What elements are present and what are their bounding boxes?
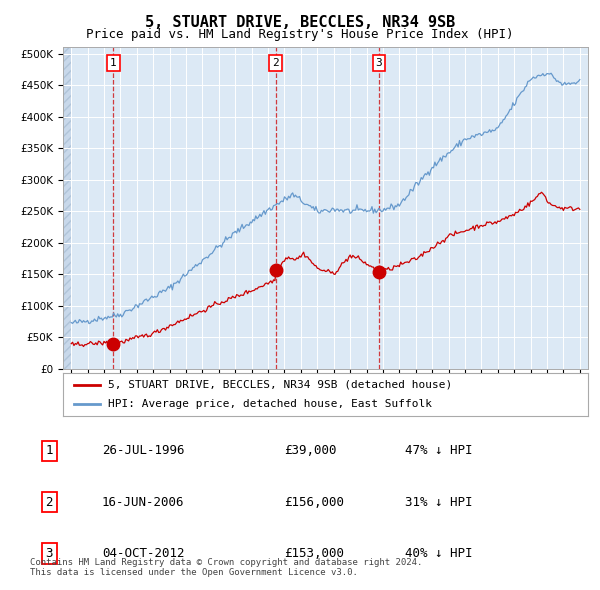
Text: 3: 3 [376, 58, 382, 68]
Text: 5, STUART DRIVE, BECCLES, NR34 9SB: 5, STUART DRIVE, BECCLES, NR34 9SB [145, 15, 455, 30]
Text: 2: 2 [46, 496, 53, 509]
Text: HPI: Average price, detached house, East Suffolk: HPI: Average price, detached house, East… [107, 399, 431, 409]
Bar [63, 47, 71, 369]
Text: 26-JUL-1996: 26-JUL-1996 [102, 444, 184, 457]
Text: 16-JUN-2006: 16-JUN-2006 [102, 496, 184, 509]
Text: £153,000: £153,000 [284, 547, 344, 560]
Text: Price paid vs. HM Land Registry's House Price Index (HPI): Price paid vs. HM Land Registry's House … [86, 28, 514, 41]
Text: 04-OCT-2012: 04-OCT-2012 [102, 547, 184, 560]
Text: Contains HM Land Registry data © Crown copyright and database right 2024.
This d: Contains HM Land Registry data © Crown c… [30, 558, 422, 577]
Text: 1: 1 [110, 58, 117, 68]
Text: 47% ↓ HPI: 47% ↓ HPI [406, 444, 473, 457]
Text: 2: 2 [272, 58, 279, 68]
Text: 40% ↓ HPI: 40% ↓ HPI [406, 547, 473, 560]
Text: £39,000: £39,000 [284, 444, 337, 457]
Text: £156,000: £156,000 [284, 496, 344, 509]
Text: 5, STUART DRIVE, BECCLES, NR34 9SB (detached house): 5, STUART DRIVE, BECCLES, NR34 9SB (deta… [107, 380, 452, 390]
Text: 3: 3 [46, 547, 53, 560]
Text: 1: 1 [46, 444, 53, 457]
Text: 31% ↓ HPI: 31% ↓ HPI [406, 496, 473, 509]
